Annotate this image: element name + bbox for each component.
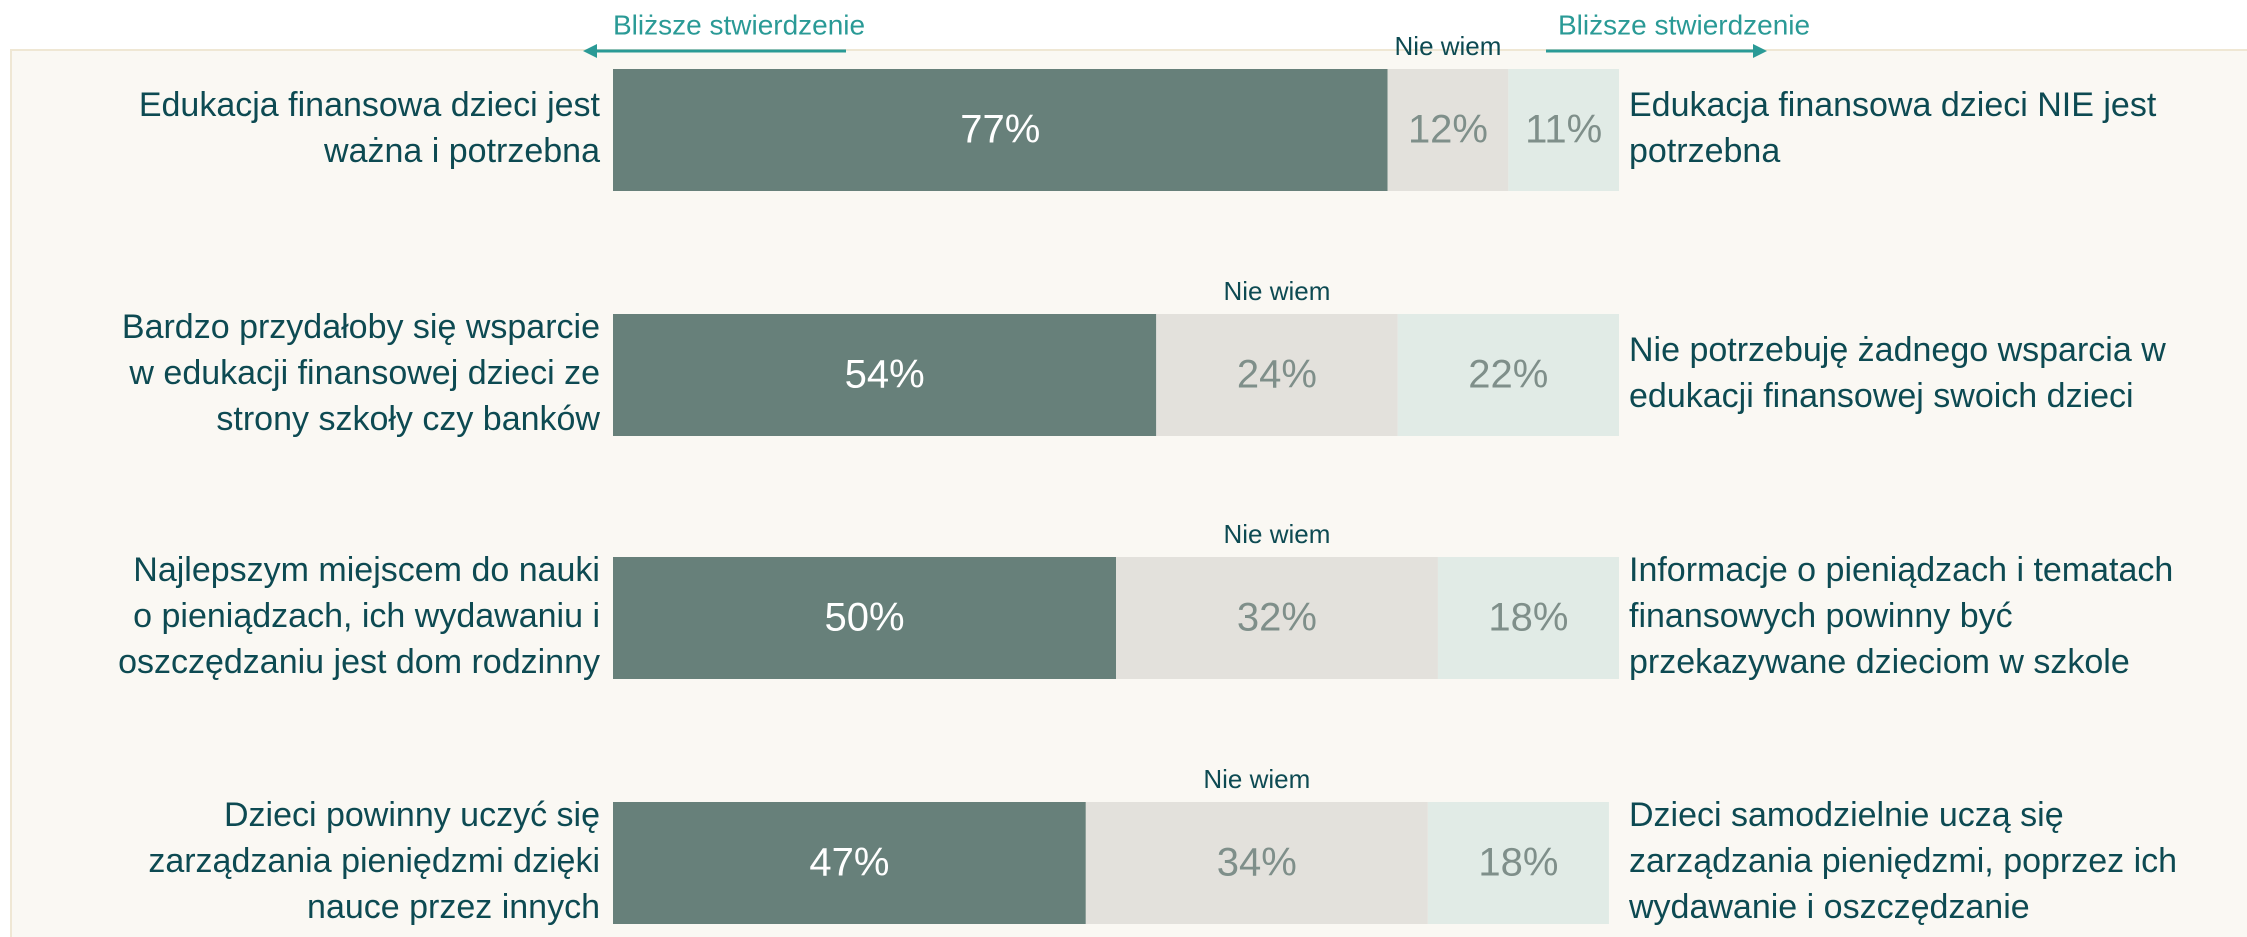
left-statement-line: nauce przez innych bbox=[307, 888, 600, 926]
header-left: Bliższe stwierdzenie bbox=[613, 9, 865, 40]
right-statement-line: Nie potrzebuję żadnego wsparcia w bbox=[1629, 331, 2166, 369]
value-label: 47% bbox=[809, 841, 889, 885]
value-label: 22% bbox=[1468, 353, 1548, 397]
value-label: 12% bbox=[1408, 108, 1488, 152]
header-right: Bliższe stwierdzenie bbox=[1558, 9, 1810, 40]
page: Bliższe stwierdzenie Bliższe stwierdzeni… bbox=[0, 0, 2247, 937]
right-statement-line: Dzieci samodzielnie uczą się bbox=[1629, 796, 2064, 834]
left-statement-line: strony szkoły czy banków bbox=[216, 400, 600, 438]
right-statement-line: Edukacja finansowa dzieci NIE jest bbox=[1629, 86, 2157, 124]
value-label: 11% bbox=[1525, 108, 1602, 152]
right-statement-line: wydawanie i oszczędzanie bbox=[1628, 888, 2030, 926]
right-statement-line: przekazywane dzieciom w szkole bbox=[1629, 643, 2130, 681]
value-label: 50% bbox=[824, 596, 904, 640]
segment-name: Nie wiem bbox=[1223, 519, 1330, 549]
left-statement-line: zarządzania pieniędzmi dzięki bbox=[148, 842, 600, 880]
value-label: 18% bbox=[1488, 596, 1568, 640]
right-statement-line: potrzebna bbox=[1629, 132, 1780, 170]
left-statement-line: w edukacji finansowej dzieci ze bbox=[128, 354, 600, 392]
right-statement-line: finansowych powinny być bbox=[1629, 597, 2013, 635]
value-label: 18% bbox=[1478, 841, 1558, 885]
left-statement-line: Edukacja finansowa dzieci jest bbox=[139, 86, 601, 124]
chart: Bliższe stwierdzenie Bliższe stwierdzeni… bbox=[0, 0, 2247, 937]
left-statement: Najlepszym miejscem do nauki o pieniądzac… bbox=[118, 551, 600, 681]
left-statement-line: Dzieci powinny uczyć się bbox=[224, 796, 600, 834]
right-statement-line: edukacji finansowej swoich dzieci bbox=[1629, 377, 2134, 415]
right-statement-line: zarządzania pieniędzmi, poprzez ich bbox=[1629, 842, 2177, 880]
left-statement-line: Najlepszym miejscem do nauki bbox=[133, 551, 600, 589]
segment-name: Nie wiem bbox=[1223, 276, 1330, 306]
value-label: 24% bbox=[1237, 353, 1317, 397]
segment-name: Nie wiem bbox=[1395, 31, 1502, 61]
segment-name: Nie wiem bbox=[1203, 764, 1310, 794]
value-label: 54% bbox=[845, 353, 925, 397]
left-statement-line: oszczędzaniu jest dom rodzinny bbox=[118, 643, 600, 681]
value-label: 32% bbox=[1237, 596, 1317, 640]
left-statement-line: ważna i potrzebna bbox=[323, 132, 600, 170]
right-statement-line: Informacje o pieniądzach i tematach bbox=[1629, 551, 2173, 589]
value-label: 77% bbox=[960, 108, 1040, 152]
left-statement-line: o pieniądzach, ich wydawaniu i bbox=[133, 597, 600, 635]
left-statement-line: Bardzo przydałoby się wsparcie bbox=[122, 308, 600, 346]
value-label: 34% bbox=[1217, 841, 1297, 885]
